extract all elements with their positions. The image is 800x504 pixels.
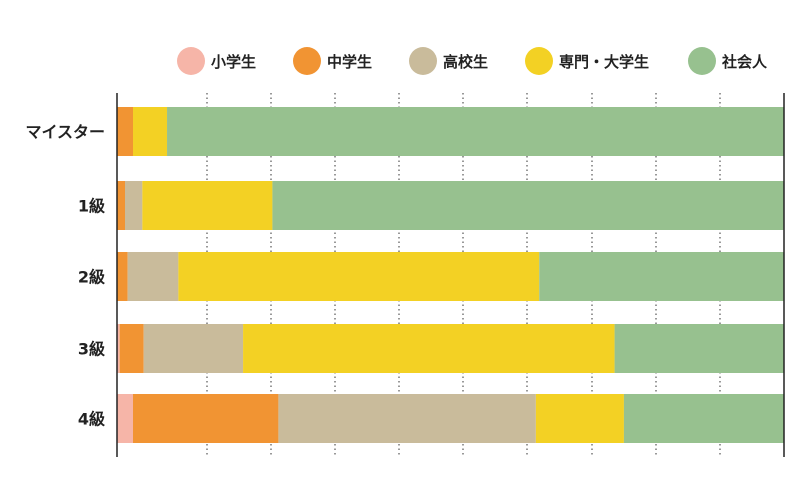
category-label: マイスター	[25, 123, 105, 142]
category-label: 1級	[78, 197, 105, 216]
category-label: 3級	[78, 340, 105, 359]
bar-segment	[127, 252, 179, 301]
category-label: 4級	[78, 410, 105, 429]
legend-label: 高校生	[443, 53, 488, 71]
legend: 小学生 中学生 高校生 専門・大学生 社会人	[177, 47, 768, 75]
bar-segment	[119, 324, 144, 373]
legend-label: 社会人	[721, 53, 768, 71]
legend-swatch	[409, 47, 437, 75]
legend-swatch	[177, 47, 205, 75]
bar-segment	[117, 107, 134, 156]
bar-segment	[167, 107, 784, 156]
bar-segment	[539, 252, 784, 301]
bar-segment	[535, 394, 624, 443]
bar-segment	[117, 181, 126, 230]
legend-swatch	[525, 47, 553, 75]
legend-label: 小学生	[211, 53, 256, 71]
bar-segment	[117, 324, 120, 373]
bar-segment	[133, 394, 279, 443]
category-label: 2級	[78, 268, 105, 287]
bar-segment	[243, 324, 615, 373]
bar-segment	[278, 394, 536, 443]
bar-segment	[117, 394, 134, 443]
bar-segment	[623, 394, 784, 443]
bar-segment	[178, 252, 540, 301]
bar-segment	[272, 181, 784, 230]
bar-segment	[117, 252, 128, 301]
legend-swatch	[293, 47, 321, 75]
bar-segment	[614, 324, 784, 373]
bar-segment	[133, 107, 168, 156]
bar-segment	[143, 324, 244, 373]
bar-segment	[125, 181, 143, 230]
legend-label: 専門・大学生	[559, 53, 649, 71]
category-labels: マイスター 1級 2級 3級 4級	[25, 123, 105, 429]
bar-segment	[142, 181, 273, 230]
legend-label: 中学生	[327, 53, 372, 71]
bars	[117, 107, 784, 443]
legend-swatch	[688, 47, 716, 75]
axes	[116, 93, 785, 457]
